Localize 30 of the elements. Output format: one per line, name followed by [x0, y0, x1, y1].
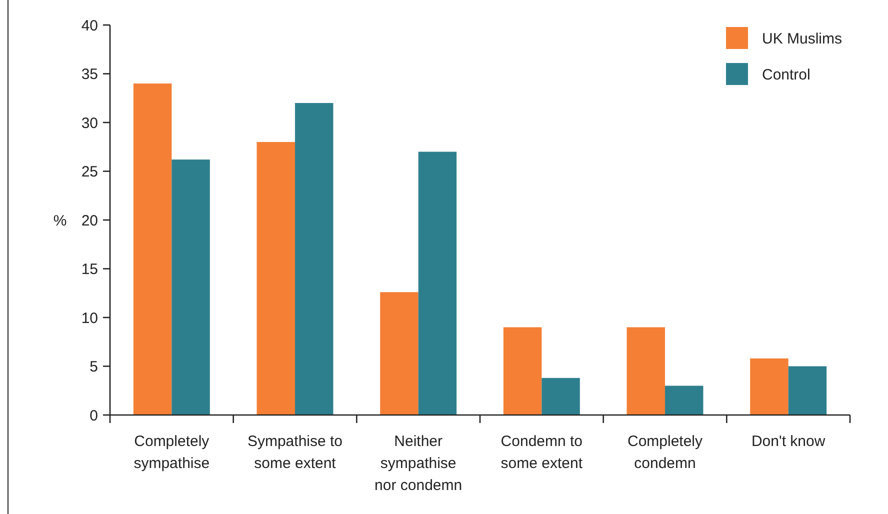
bar: [788, 366, 827, 415]
y-tick-label: 30: [81, 114, 98, 132]
bar: [418, 152, 457, 415]
bar: [503, 327, 542, 415]
y-tick-label: 35: [81, 66, 98, 83]
legend-label: UK Muslims: [762, 30, 842, 48]
y-tick-label: 5: [90, 358, 98, 376]
y-tick-label: 20: [81, 212, 98, 230]
y-tick-label: 40: [81, 17, 98, 34]
bar: [665, 386, 704, 415]
bar: [295, 103, 334, 415]
x-tick-label: Completely sympathise: [134, 433, 210, 472]
x-tick-label: Completely condemn: [627, 433, 704, 472]
bar: [626, 327, 665, 415]
x-tick-label: Sympathise to some extent: [247, 433, 343, 472]
bar: [172, 160, 210, 415]
y-tick-label: 15: [81, 261, 98, 278]
bar: [380, 292, 418, 415]
x-tick-label: Condemn to some extent: [500, 433, 584, 472]
x-tick-label: Don't know: [751, 433, 826, 450]
legend-label: Control: [762, 66, 810, 84]
bar: [542, 378, 580, 415]
y-axis-title: %: [53, 212, 67, 230]
bar: [750, 358, 788, 415]
y-tick-label: 10: [81, 310, 98, 327]
y-tick-label: 0: [90, 407, 98, 424]
y-tick-label: 25: [81, 164, 98, 180]
bar: [256, 142, 295, 415]
x-tick-label: Neither sympathise nor condemn: [374, 433, 462, 494]
bar: [133, 84, 172, 415]
